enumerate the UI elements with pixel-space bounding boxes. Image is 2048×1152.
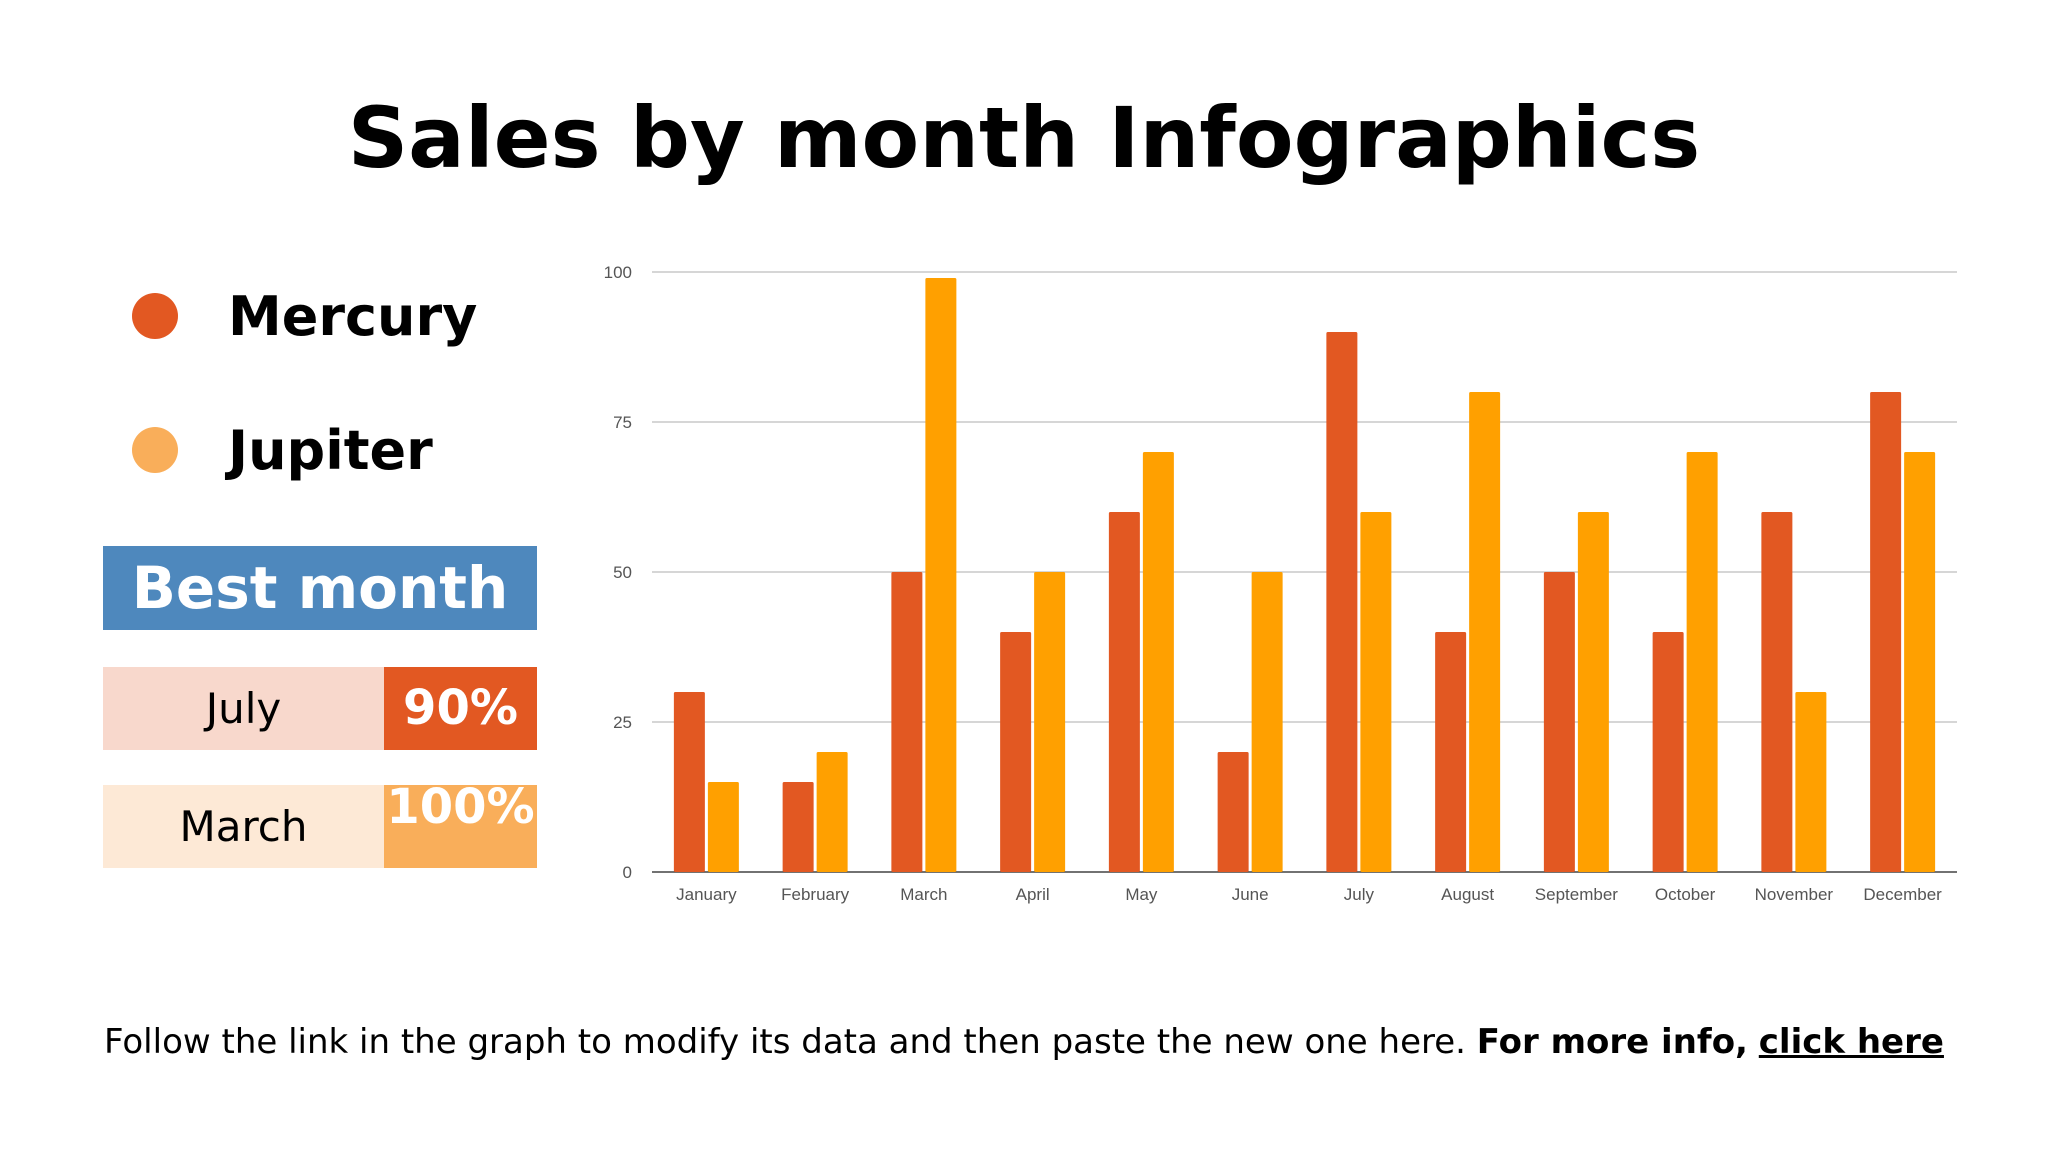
y-tick-label: 100: [604, 263, 632, 282]
bar-mercury-november: [1761, 512, 1793, 872]
bar-mercury-march: [891, 572, 923, 872]
bar-jupiter-november: [1795, 692, 1827, 872]
bar-jupiter-june: [1251, 572, 1283, 872]
bar-jupiter-october: [1686, 452, 1718, 872]
y-tick-label: 75: [613, 413, 632, 432]
y-tick-label: 0: [623, 863, 632, 882]
x-tick-label: March: [900, 885, 947, 904]
legend-label-mercury: Mercury: [228, 284, 478, 348]
x-tick-label: February: [781, 885, 850, 904]
sales-bar-chart: 0 25 50 75 100 January February March April May Ju…: [604, 263, 1957, 904]
footer-bold-text: For more info,: [1476, 1022, 1748, 1062]
y-tick-label: 25: [613, 713, 632, 732]
bar-jupiter-january: [707, 782, 739, 872]
bar-jupiter-february: [816, 752, 848, 872]
x-tick-label: September: [1535, 885, 1618, 904]
bar-jupiter-april: [1034, 572, 1066, 872]
bar-mercury-december: [1870, 392, 1902, 872]
bar-jupiter-december: [1904, 452, 1936, 872]
legend-dot-jupiter: [132, 427, 178, 473]
bar-mercury-july: [1326, 332, 1358, 872]
best-month-row-july: July 90%: [103, 667, 537, 750]
x-tick-label: November: [1755, 885, 1834, 904]
x-tick-label: January: [676, 885, 737, 904]
legend-label-jupiter: Jupiter: [228, 418, 433, 482]
bar-mercury-june: [1217, 752, 1249, 872]
best-month-percent: 100%: [384, 785, 537, 868]
bar-mercury-may: [1108, 512, 1140, 872]
x-tick-label: December: [1863, 885, 1942, 904]
footer-note: Follow the link in the graph to modify i…: [0, 1022, 2048, 1062]
bar-jupiter-march: [925, 278, 957, 872]
legend-dot-mercury: [132, 293, 178, 339]
bar-mercury-august: [1435, 632, 1467, 872]
bar-jupiter-august: [1469, 392, 1501, 872]
bar-jupiter-september: [1577, 512, 1609, 872]
more-info-link[interactable]: click here: [1758, 1022, 1944, 1062]
x-tick-label: August: [1441, 885, 1494, 904]
y-tick-label: 50: [613, 563, 632, 582]
page-title: Sales by month Infographics: [347, 89, 1701, 187]
best-month-percent: 90%: [384, 667, 537, 750]
footer-text: Follow the link in the graph to modify i…: [104, 1022, 1466, 1062]
x-tick-label: October: [1655, 885, 1716, 904]
x-tick-label: July: [1344, 885, 1375, 904]
best-month-row-march: March 100%: [103, 785, 537, 868]
bar-mercury-september: [1543, 572, 1575, 872]
bar-mercury-january: [673, 692, 705, 872]
bar-mercury-april: [1000, 632, 1032, 872]
legend-item-mercury: Mercury: [132, 276, 477, 356]
bar-jupiter-july: [1360, 512, 1392, 872]
bar-mercury-october: [1652, 632, 1684, 872]
x-tick-label: April: [1016, 885, 1050, 904]
x-tick-label: June: [1232, 885, 1269, 904]
bar-mercury-february: [782, 782, 814, 872]
best-month-header: Best month: [103, 546, 537, 630]
x-tick-label: May: [1125, 885, 1158, 904]
best-month-name: March: [103, 785, 384, 868]
bar-jupiter-may: [1142, 452, 1174, 872]
best-month-name: July: [103, 667, 384, 750]
legend-item-jupiter: Jupiter: [132, 410, 433, 490]
